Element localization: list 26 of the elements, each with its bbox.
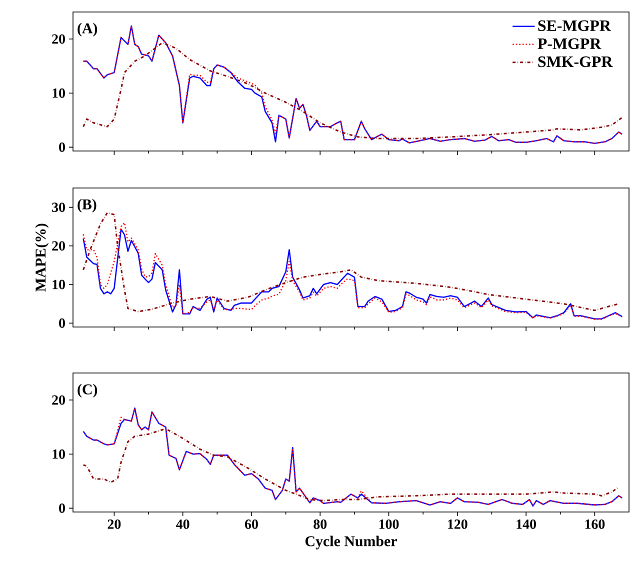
x-tick-label: 100 xyxy=(379,519,399,529)
y-tick-label: 30 xyxy=(52,202,65,212)
y-tick-label: 20 xyxy=(52,34,65,44)
y-axis-title: MAPE(%) xyxy=(35,224,49,292)
x-tick-label: 80 xyxy=(314,519,327,529)
y-tick-label: 0 xyxy=(59,503,65,513)
y-tick-label: 10 xyxy=(52,88,65,98)
annotation: (B) xyxy=(78,198,96,212)
annotation: (A) xyxy=(78,22,98,36)
legend-label: P-MGPR xyxy=(538,38,602,50)
x-tick-label: 40 xyxy=(176,519,190,529)
y-tick-label: 20 xyxy=(52,395,65,405)
legend-label: SE-MGPR xyxy=(538,20,612,32)
legend-label: SMK-GPR xyxy=(538,56,613,68)
y-tick-label: 10 xyxy=(52,449,65,459)
x-tick-label: 60 xyxy=(244,519,258,529)
annotation: (C) xyxy=(78,384,98,398)
y-tick-label: 0 xyxy=(59,318,65,328)
x-tick-label: 160 xyxy=(585,519,605,529)
y-tick-label: 0 xyxy=(59,142,65,152)
y-tick-label: 20 xyxy=(52,241,65,251)
x-tick-label: 20 xyxy=(108,519,121,529)
y-tick-label: 10 xyxy=(52,280,65,290)
x-tick-label: 140 xyxy=(516,519,536,529)
x-tick-label: 120 xyxy=(448,519,468,529)
x-axis-title: Cycle Number xyxy=(305,536,397,550)
